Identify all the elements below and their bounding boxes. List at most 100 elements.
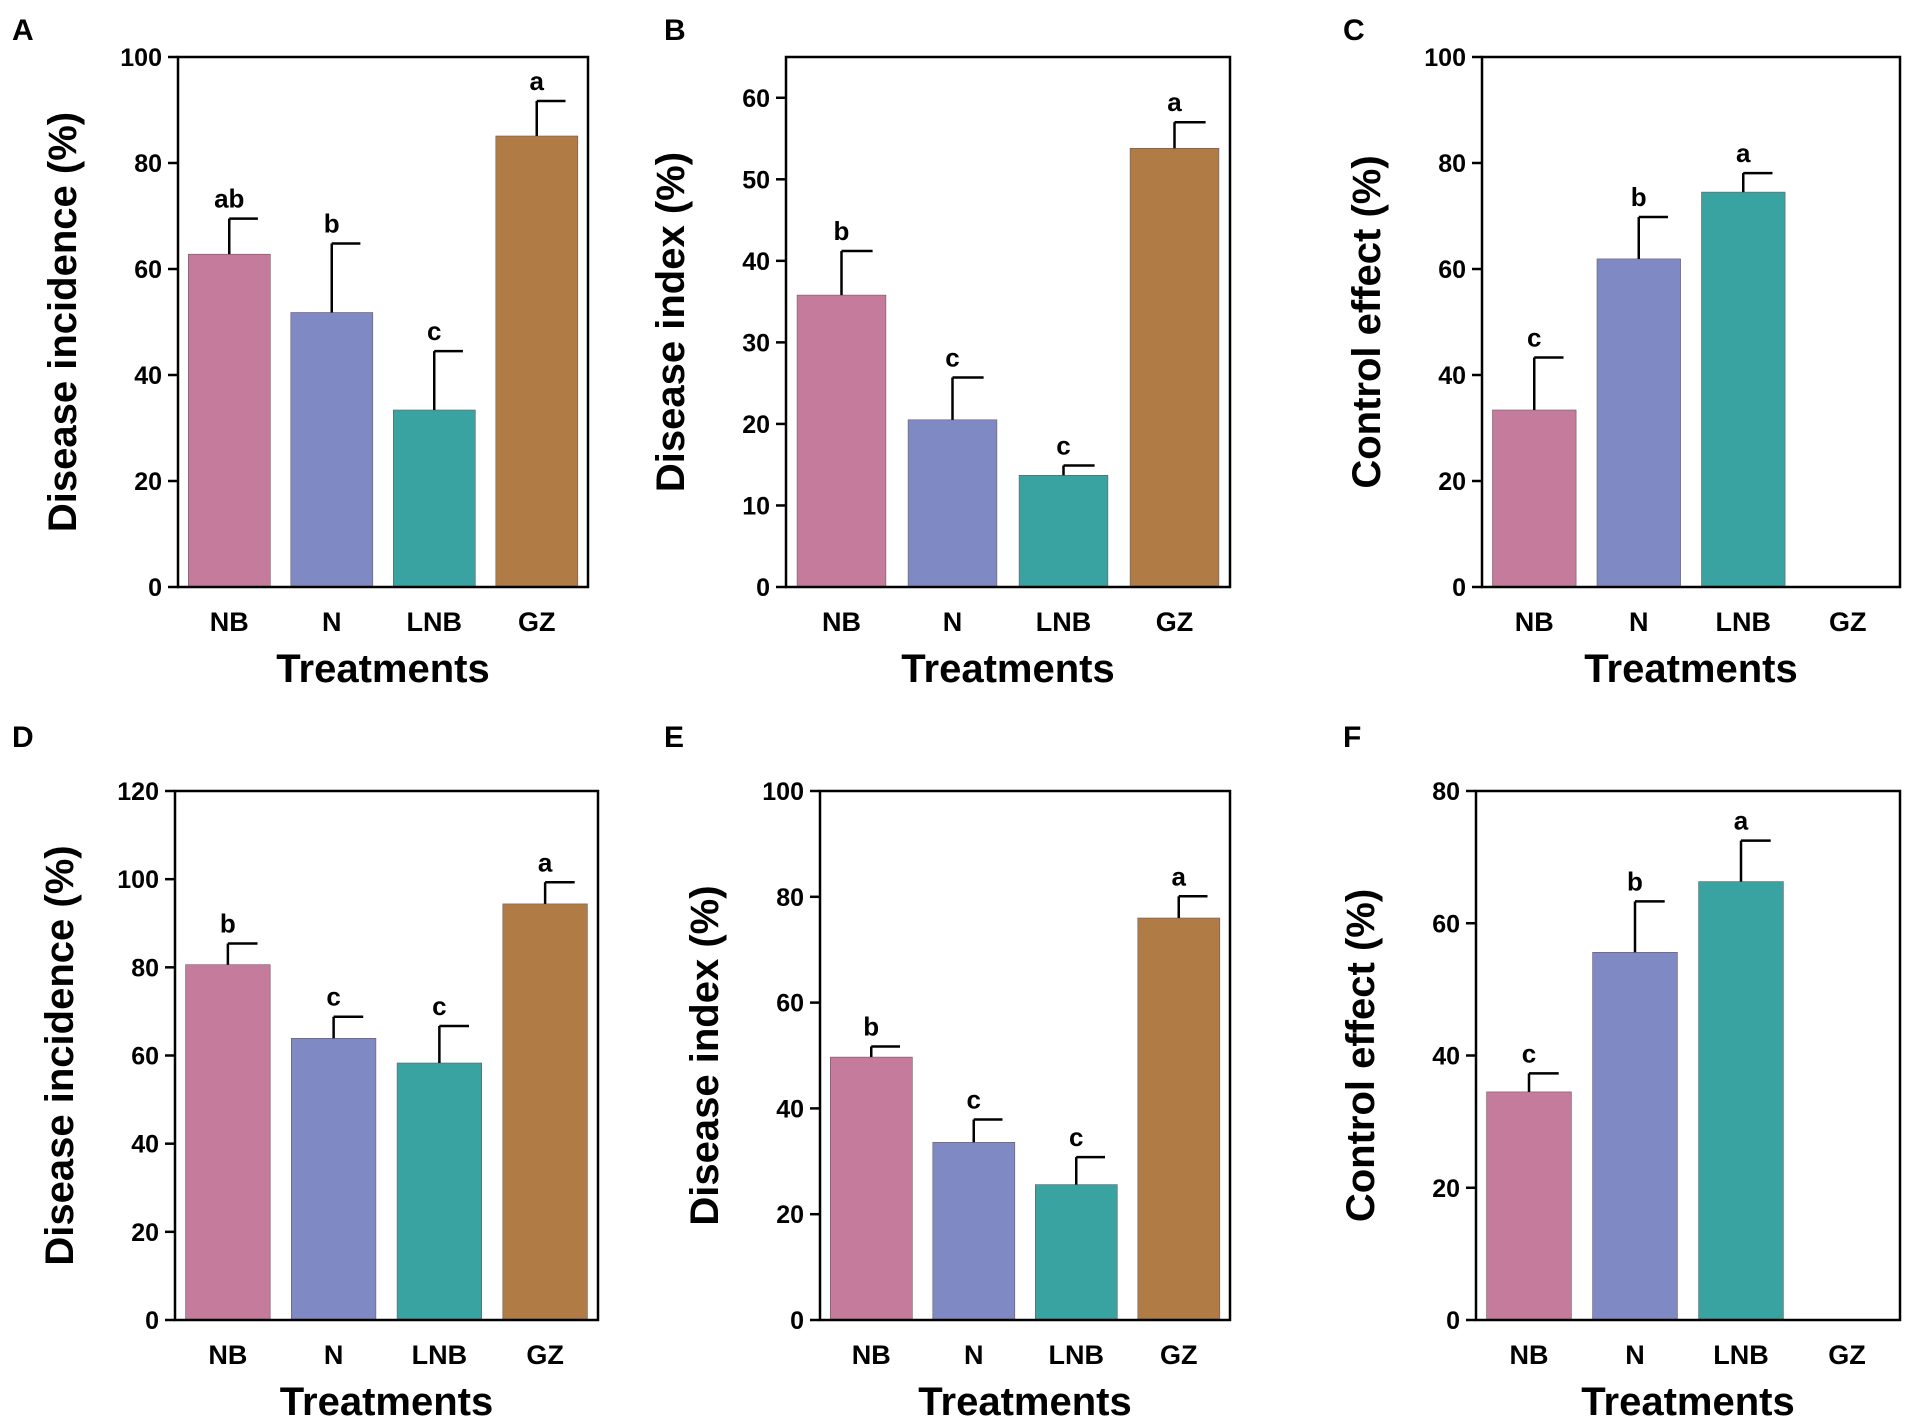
bar-lnb — [1701, 191, 1786, 588]
y-tick-label-20: 20 — [134, 468, 162, 496]
bar-gz — [1137, 917, 1221, 1321]
plot-frame — [818, 789, 1232, 1322]
bar-gz — [1129, 148, 1220, 588]
y-axis-title: Disease incidence (%) — [38, 845, 82, 1265]
significance-label-gz: a — [1172, 861, 1187, 891]
x-tick-label-nb: NB — [208, 1340, 247, 1370]
panel-letter: A — [12, 14, 34, 47]
panel-c: C Control effect (%) Treatments c NB b Na LN… — [1343, 14, 1902, 691]
x-tick-label-nb: NB — [1515, 607, 1554, 637]
bar-n — [932, 1142, 1016, 1321]
y-tick-label-50: 50 — [742, 166, 770, 194]
bar-nb — [185, 964, 271, 1321]
bar-n — [907, 419, 998, 588]
y-tick-label-80: 80 — [1438, 150, 1466, 178]
plot-frame — [173, 789, 600, 1322]
x-tick-label-lnb: LNB — [1049, 1340, 1105, 1370]
x-tick-label-gz: GZ — [1156, 607, 1194, 637]
significance-label-nb: b — [863, 1012, 879, 1042]
significance-label-lnb: a — [1734, 806, 1749, 836]
y-axis-title: Control effect (%) — [1339, 889, 1383, 1222]
y-tick-label-0: 0 — [756, 574, 770, 602]
x-tick-label-n: N — [964, 1340, 984, 1370]
significance-label-nb: c — [1522, 1038, 1536, 1068]
bar-n — [1592, 951, 1678, 1321]
y-tick-label-20: 20 — [131, 1219, 159, 1247]
y-tick-label-60: 60 — [1438, 256, 1466, 284]
x-tick-label-n: N — [943, 607, 963, 637]
y-tick-label-60: 60 — [131, 1043, 159, 1071]
panel-letter: D — [12, 721, 34, 754]
plot-frame — [784, 55, 1232, 589]
panel-letter: E — [664, 721, 684, 754]
significance-label-nb: b — [834, 216, 850, 246]
y-tick-label-20: 20 — [776, 1201, 804, 1229]
panel-b: B Disease index (%) Treatments b NB c Nc LNB… — [649, 14, 1232, 691]
bar-n — [1596, 258, 1681, 588]
y-tick-label-40: 40 — [1432, 1043, 1460, 1071]
significance-label-lnb: a — [1736, 138, 1751, 168]
y-tick-label-100: 100 — [1424, 44, 1466, 72]
x-tick-label-n: N — [1625, 1340, 1645, 1370]
x-tick-label-lnb: LNB — [407, 607, 463, 637]
bar-nb — [796, 294, 887, 588]
bar-lnb — [1018, 474, 1109, 588]
bar-n — [290, 1038, 377, 1321]
panel-f: F Control effect (%) Treatments c NB b Na LN… — [1339, 721, 1902, 1424]
significance-label-n: b — [1631, 182, 1647, 212]
y-tick-label-40: 40 — [1438, 362, 1466, 390]
x-tick-label-lnb: LNB — [1716, 607, 1772, 637]
significance-label-nb: b — [220, 909, 236, 939]
y-axis-title: Disease incidence (%) — [41, 112, 85, 532]
x-tick-label-nb: NB — [852, 1340, 891, 1370]
y-tick-label-0: 0 — [145, 1307, 159, 1335]
x-axis-title: Treatments — [1584, 647, 1797, 691]
x-tick-label-n: N — [324, 1340, 344, 1370]
y-tick-label-0: 0 — [148, 574, 162, 602]
y-tick-label-100: 100 — [762, 778, 804, 806]
y-tick-label-0: 0 — [1452, 574, 1466, 602]
bar-nb — [1492, 409, 1577, 588]
significance-label-n: b — [324, 209, 340, 239]
bar-nb — [829, 1056, 913, 1321]
bar-lnb — [392, 409, 476, 588]
x-tick-label-lnb: LNB — [412, 1340, 468, 1370]
plot-frame — [1480, 55, 1902, 589]
panel-letter: F — [1343, 721, 1361, 754]
panel-e: E Disease index (%) Treatments b NB c Nc LNB… — [664, 721, 1232, 1424]
y-tick-label-60: 60 — [742, 85, 770, 113]
bar-lnb — [1698, 881, 1784, 1321]
y-tick-label-60: 60 — [776, 990, 804, 1018]
y-tick-label-30: 30 — [742, 329, 770, 357]
bar-n — [290, 312, 374, 588]
y-tick-label-40: 40 — [131, 1131, 159, 1159]
y-tick-label-100: 100 — [117, 866, 159, 894]
y-tick-label-120: 120 — [117, 778, 159, 806]
x-tick-label-lnb: LNB — [1036, 607, 1092, 637]
y-tick-label-0: 0 — [790, 1307, 804, 1335]
significance-label-n: c — [945, 342, 959, 372]
y-tick-label-60: 60 — [134, 256, 162, 284]
x-tick-label-gz: GZ — [526, 1340, 564, 1370]
significance-label-n: b — [1627, 866, 1643, 896]
x-axis-title: Treatments — [918, 1380, 1131, 1424]
significance-label-lnb: c — [1056, 431, 1070, 461]
y-tick-label-20: 20 — [742, 411, 770, 439]
y-tick-label-40: 40 — [742, 248, 770, 276]
x-tick-label-nb: NB — [1510, 1340, 1549, 1370]
significance-label-n: c — [967, 1085, 981, 1115]
y-tick-label-10: 10 — [742, 492, 770, 520]
y-tick-label-40: 40 — [134, 362, 162, 390]
x-axis-title: Treatments — [280, 1380, 493, 1424]
significance-label-n: c — [326, 982, 340, 1012]
y-tick-label-60: 60 — [1432, 910, 1460, 938]
plot-frame — [176, 55, 590, 589]
x-tick-label-nb: NB — [210, 607, 249, 637]
panel-letter: C — [1343, 14, 1365, 47]
x-tick-label-gz: GZ — [1829, 607, 1867, 637]
bar-nb — [188, 253, 271, 588]
plot-frame — [1474, 789, 1902, 1322]
significance-label-gz: a — [538, 847, 553, 877]
y-tick-label-20: 20 — [1438, 468, 1466, 496]
